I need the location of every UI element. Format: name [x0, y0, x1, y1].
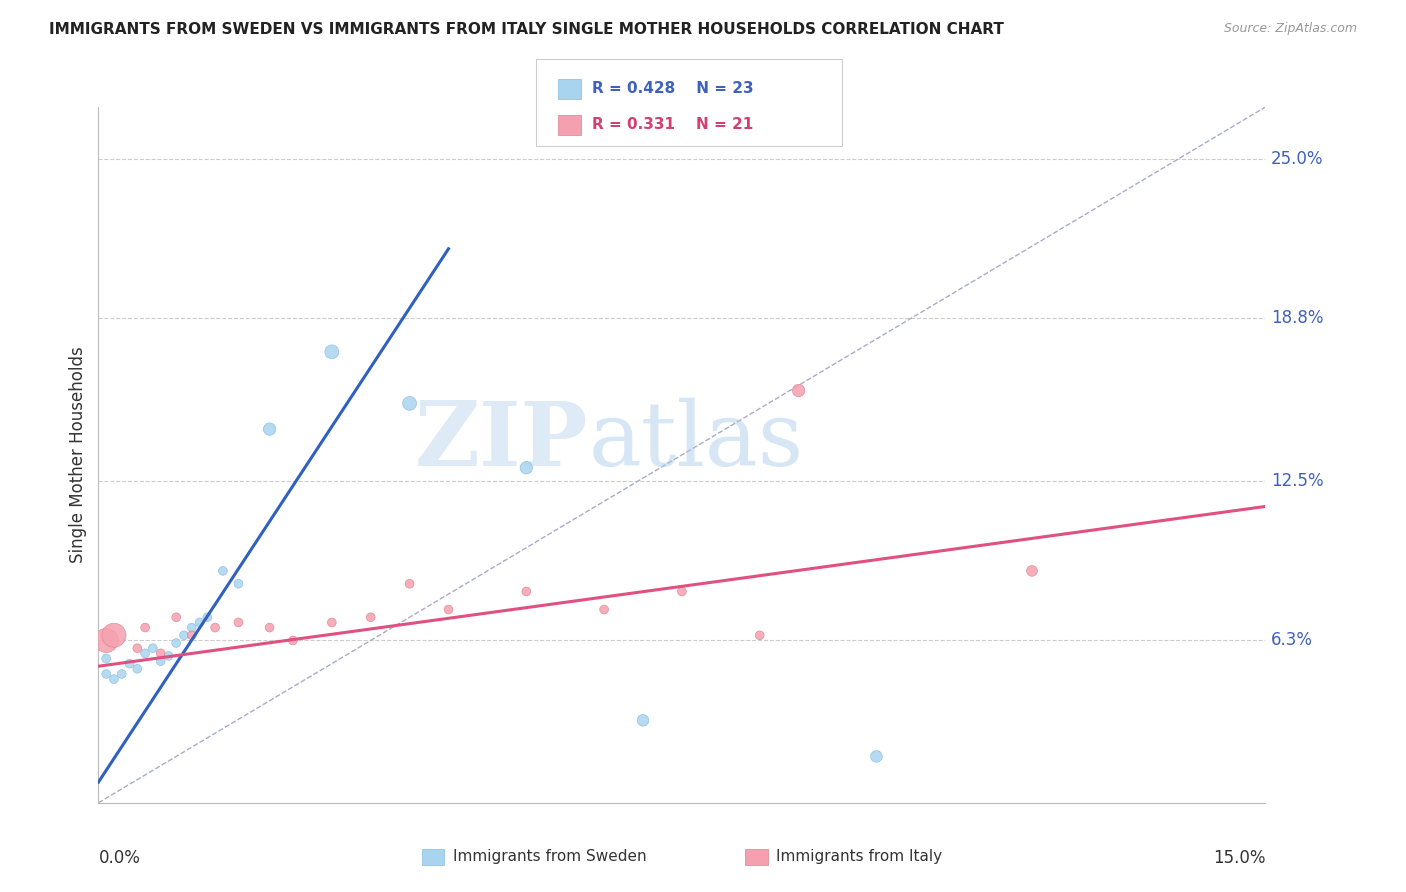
- Point: [103, 672, 125, 686]
- Point: [437, 602, 460, 616]
- Point: [398, 396, 420, 410]
- Point: [787, 384, 810, 398]
- Point: [127, 662, 149, 676]
- Text: 6.3%: 6.3%: [1271, 632, 1313, 649]
- Point: [134, 621, 156, 635]
- Point: [149, 654, 172, 668]
- Point: [1021, 564, 1043, 578]
- Text: Immigrants from Italy: Immigrants from Italy: [776, 849, 942, 863]
- Point: [281, 633, 304, 648]
- Point: [204, 621, 226, 635]
- Point: [321, 615, 343, 630]
- Point: [259, 422, 281, 436]
- Y-axis label: Single Mother Households: Single Mother Households: [69, 347, 87, 563]
- Point: [118, 657, 141, 671]
- Point: [127, 641, 149, 656]
- Point: [165, 636, 187, 650]
- Text: IMMIGRANTS FROM SWEDEN VS IMMIGRANTS FROM ITALY SINGLE MOTHER HOUSEHOLDS CORRELA: IMMIGRANTS FROM SWEDEN VS IMMIGRANTS FRO…: [49, 22, 1004, 37]
- Point: [165, 610, 187, 624]
- Text: ZIP: ZIP: [415, 398, 589, 484]
- Text: Immigrants from Sweden: Immigrants from Sweden: [453, 849, 647, 863]
- Point: [188, 615, 211, 630]
- Point: [212, 564, 235, 578]
- Point: [515, 460, 537, 475]
- Point: [259, 621, 281, 635]
- Point: [111, 667, 134, 681]
- Point: [96, 651, 118, 665]
- Point: [103, 628, 125, 642]
- Point: [96, 667, 118, 681]
- Text: R = 0.331    N = 21: R = 0.331 N = 21: [592, 118, 754, 132]
- Point: [515, 584, 537, 599]
- Point: [398, 576, 420, 591]
- Point: [180, 621, 202, 635]
- Text: 12.5%: 12.5%: [1271, 472, 1324, 490]
- Text: 15.0%: 15.0%: [1213, 849, 1265, 867]
- Point: [173, 628, 195, 642]
- Text: Source: ZipAtlas.com: Source: ZipAtlas.com: [1223, 22, 1357, 36]
- Point: [134, 646, 156, 660]
- Point: [228, 615, 250, 630]
- Point: [671, 584, 693, 599]
- Text: 0.0%: 0.0%: [98, 849, 141, 867]
- Text: 25.0%: 25.0%: [1271, 150, 1323, 168]
- Point: [748, 628, 770, 642]
- Text: R = 0.428    N = 23: R = 0.428 N = 23: [592, 81, 754, 96]
- Point: [321, 344, 343, 359]
- Text: atlas: atlas: [589, 397, 804, 484]
- Text: 18.8%: 18.8%: [1271, 310, 1323, 327]
- Point: [157, 648, 180, 663]
- Point: [96, 633, 118, 648]
- Point: [360, 610, 382, 624]
- Point: [593, 602, 616, 616]
- Point: [228, 576, 250, 591]
- Point: [195, 610, 218, 624]
- Point: [180, 628, 202, 642]
- Point: [149, 646, 172, 660]
- Point: [142, 641, 165, 656]
- Point: [865, 749, 887, 764]
- Point: [631, 714, 654, 728]
